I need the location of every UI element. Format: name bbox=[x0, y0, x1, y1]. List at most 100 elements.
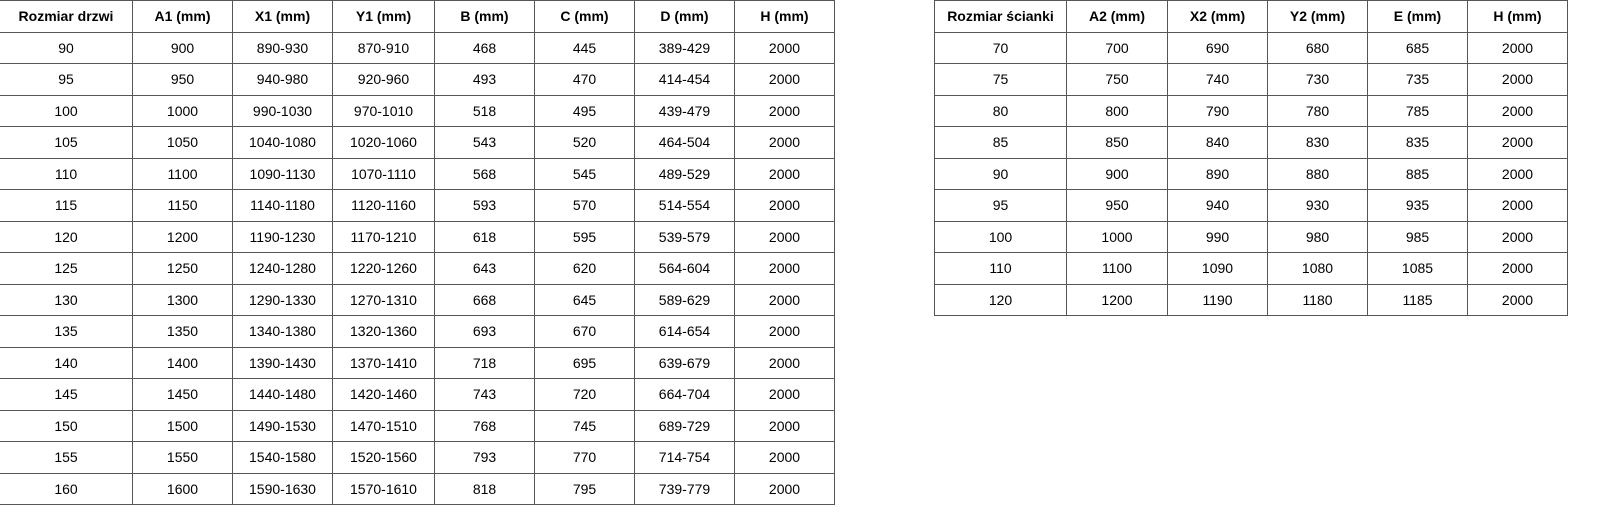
table-cell: 639-679 bbox=[634, 346, 735, 379]
table-cell: 950 bbox=[132, 63, 233, 96]
table-cell: 2000 bbox=[1467, 252, 1568, 285]
table-cell: 2000 bbox=[734, 31, 835, 64]
table-cell: 568 bbox=[434, 157, 535, 190]
table-cell: 2000 bbox=[734, 252, 835, 285]
table-cell: 1600 bbox=[132, 472, 233, 505]
table-cell: 1500 bbox=[132, 409, 233, 442]
column-header: Y2 (mm) bbox=[1267, 0, 1368, 33]
table-cell: 85 bbox=[934, 126, 1067, 159]
table-cell: 1290-1330 bbox=[232, 283, 333, 316]
table-row: 125 1250 1240-1280 1220-1260 643 620 564-604 20… bbox=[0, 252, 835, 285]
table-cell: 105 bbox=[0, 126, 133, 159]
table-cell: 589-629 bbox=[634, 283, 735, 316]
table-cell: 90 bbox=[934, 157, 1067, 190]
table-cell: 2000 bbox=[734, 346, 835, 379]
table-row: 80 800 790 780 785 2000 bbox=[934, 94, 1568, 127]
table-cell: 935 bbox=[1367, 189, 1468, 222]
table-cell: 2000 bbox=[1467, 63, 1568, 96]
table-cell: 1120-1160 bbox=[332, 189, 435, 222]
table-cell: 1190-1230 bbox=[232, 220, 333, 253]
table-cell: 714-754 bbox=[634, 441, 735, 474]
table-cell: 620 bbox=[534, 252, 635, 285]
table-cell: 80 bbox=[934, 94, 1067, 127]
column-header: H (mm) bbox=[1467, 0, 1568, 33]
table-cell: 730 bbox=[1267, 63, 1368, 96]
table-cell: 1100 bbox=[132, 157, 233, 190]
table-cell: 689-729 bbox=[634, 409, 735, 442]
table-cell: 693 bbox=[434, 315, 535, 348]
table-cell: 950 bbox=[1066, 189, 1168, 222]
table-cell: 1390-1430 bbox=[232, 346, 333, 379]
table-cell: 2000 bbox=[1467, 31, 1568, 64]
table-header-row: Rozmiar ścianki A2 (mm) X2 (mm) Y2 (mm) E (m… bbox=[934, 0, 1568, 33]
table-cell: 2000 bbox=[734, 63, 835, 96]
table-cell: 1520-1560 bbox=[332, 441, 435, 474]
table-cell: 1450 bbox=[132, 378, 233, 411]
table-cell: 1300 bbox=[132, 283, 233, 316]
column-header: B (mm) bbox=[434, 0, 535, 33]
table-cell: 160 bbox=[0, 472, 133, 505]
table-row: 120 1200 1190-1230 1170-1210 618 595 539-579 20… bbox=[0, 220, 835, 253]
table-row: 105 1050 1040-1080 1020-1060 543 520 464-504 20… bbox=[0, 126, 835, 159]
table-cell: 1540-1580 bbox=[232, 441, 333, 474]
table-cell: 793 bbox=[434, 441, 535, 474]
table-cell: 543 bbox=[434, 126, 535, 159]
table-cell: 389-429 bbox=[634, 31, 735, 64]
table-cell: 1150 bbox=[132, 189, 233, 222]
table-cell: 439-479 bbox=[634, 94, 735, 127]
table-cell: 140 bbox=[0, 346, 133, 379]
table-cell: 1140-1180 bbox=[232, 189, 333, 222]
table-cell: 120 bbox=[0, 220, 133, 253]
table-row: 120 1200 1190 1180 1185 2000 bbox=[934, 283, 1568, 316]
table-cell: 1550 bbox=[132, 441, 233, 474]
table-cell: 700 bbox=[1066, 31, 1168, 64]
table-cell: 885 bbox=[1367, 157, 1468, 190]
table-cell: 920-960 bbox=[332, 63, 435, 96]
table-row: 160 1600 1590-1630 1570-1610 818 795 739-779 20… bbox=[0, 472, 835, 505]
table-cell: 643 bbox=[434, 252, 535, 285]
table-cell: 470 bbox=[534, 63, 635, 96]
table-cell: 645 bbox=[534, 283, 635, 316]
table-cell: 135 bbox=[0, 315, 133, 348]
table-cell: 1000 bbox=[132, 94, 233, 127]
table-cell: 2000 bbox=[1467, 126, 1568, 159]
table-cell: 1340-1380 bbox=[232, 315, 333, 348]
table-cell: 770 bbox=[534, 441, 635, 474]
table-cell: 518 bbox=[434, 94, 535, 127]
table-row: 135 1350 1340-1380 1320-1360 693 670 614-654 20… bbox=[0, 315, 835, 348]
table-cell: 690 bbox=[1167, 31, 1268, 64]
table-cell: 840 bbox=[1167, 126, 1268, 159]
table-cell: 155 bbox=[0, 441, 133, 474]
table-cell: 2000 bbox=[734, 441, 835, 474]
table-cell: 414-454 bbox=[634, 63, 735, 96]
table-cell: 735 bbox=[1367, 63, 1468, 96]
table-row: 90 900 890-930 870-910 468 445 389-429 2000 bbox=[0, 31, 835, 64]
table-cell: 985 bbox=[1367, 220, 1468, 253]
table-cell: 70 bbox=[934, 31, 1067, 64]
table-cell: 1180 bbox=[1267, 283, 1368, 316]
table-cell: 785 bbox=[1367, 94, 1468, 127]
table-cell: 695 bbox=[534, 346, 635, 379]
table-cell: 1400 bbox=[132, 346, 233, 379]
table-cell: 618 bbox=[434, 220, 535, 253]
table-cell: 120 bbox=[934, 283, 1067, 316]
table-cell: 100 bbox=[0, 94, 133, 127]
table-cell: 664-704 bbox=[634, 378, 735, 411]
table-cell: 75 bbox=[934, 63, 1067, 96]
table-cell: 850 bbox=[1066, 126, 1168, 159]
table-cell: 800 bbox=[1066, 94, 1168, 127]
table-cell: 2000 bbox=[734, 315, 835, 348]
table-row: 70 700 690 680 685 2000 bbox=[934, 31, 1568, 64]
table-cell: 890-930 bbox=[232, 31, 333, 64]
table-cell: 795 bbox=[534, 472, 635, 505]
column-header: E (mm) bbox=[1367, 0, 1468, 33]
table-cell: 1050 bbox=[132, 126, 233, 159]
table-cell: 2000 bbox=[1467, 157, 1568, 190]
table-cell: 1320-1360 bbox=[332, 315, 435, 348]
table-cell: 2000 bbox=[734, 472, 835, 505]
table-cell: 614-654 bbox=[634, 315, 735, 348]
table-cell: 718 bbox=[434, 346, 535, 379]
table-cell: 768 bbox=[434, 409, 535, 442]
table-row: 110 1100 1090 1080 1085 2000 bbox=[934, 252, 1568, 285]
table-cell: 2000 bbox=[734, 283, 835, 316]
